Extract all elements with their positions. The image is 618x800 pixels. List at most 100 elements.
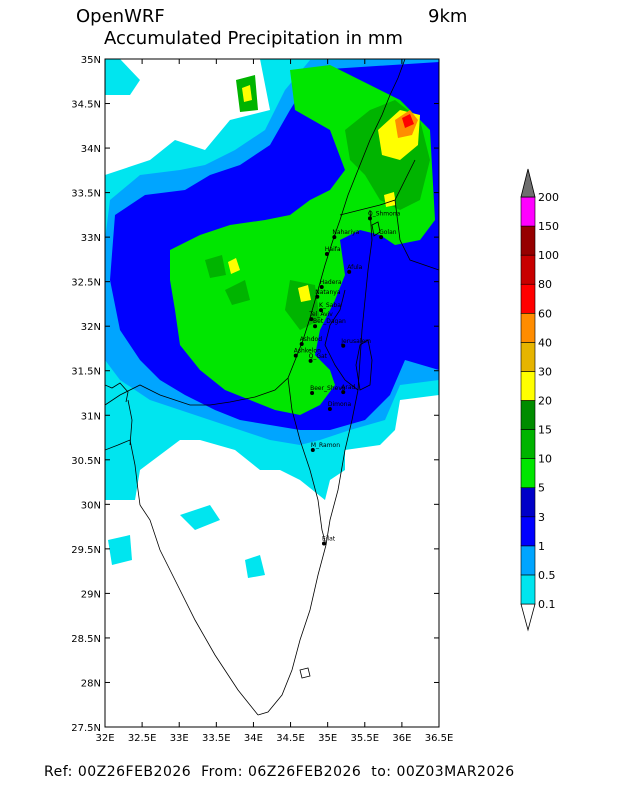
city-dot <box>315 294 320 299</box>
border-egypt-israel <box>287 377 327 546</box>
colorbar-swatch <box>520 429 536 459</box>
city-label: Nahariya <box>332 229 359 236</box>
colorbar-label: 100 <box>538 249 559 262</box>
colorbar-label: 30 <box>538 365 552 378</box>
map-frame <box>104 58 440 728</box>
lon-tick-label: 33.5E <box>202 733 231 744</box>
colorbar-label: 20 <box>538 395 552 408</box>
west-bank-border <box>324 289 359 391</box>
colorbar-label: 1 <box>538 540 545 553</box>
colorbar-swatch <box>520 342 536 372</box>
city-dot <box>313 324 318 329</box>
sinai-coast <box>257 544 327 716</box>
gulf-of-suez <box>139 504 259 716</box>
gulf-of-suez-head <box>127 399 133 446</box>
colorbar-label: 60 <box>538 307 552 320</box>
precip-zone-20-c <box>298 285 311 302</box>
city-label: Afula <box>347 264 362 271</box>
model-title: OpenWRF <box>76 6 165 27</box>
city-label: Arad <box>341 384 355 391</box>
syria-border <box>394 199 439 271</box>
precip-zone-20-b <box>228 258 240 274</box>
city-label: Hadera <box>320 279 342 286</box>
city-label: Beer_Sheva <box>310 385 346 392</box>
colorbar-label: 80 <box>538 278 552 291</box>
city-dot <box>379 235 384 240</box>
lon-tick-label: 35E <box>318 733 337 744</box>
lat-tick-label: 31N <box>81 411 101 422</box>
lat-tick-label: 27.5N <box>71 723 101 734</box>
city-label: Natanya <box>315 289 341 296</box>
precip-zone-0.1-b <box>105 59 140 95</box>
precip-zone-60 <box>402 114 414 128</box>
precip-zone-10-d <box>205 255 226 278</box>
variable-title: Accumulated Precipitation in mm <box>104 28 403 49</box>
colorbar-swatch <box>520 312 536 343</box>
lat-tick-label: 28N <box>81 678 101 689</box>
footer: Ref: 00Z26FEB2026 From: 06Z26FEB2026 to:… <box>44 764 515 780</box>
city-dot <box>332 235 337 240</box>
city-dot <box>367 216 372 221</box>
colorbar-label: 200 <box>538 191 559 204</box>
city-dot <box>327 407 332 412</box>
lebanon-border <box>339 159 416 216</box>
colorbar-swatch <box>520 458 536 489</box>
lat-tick-label: 34.5N <box>71 100 101 111</box>
colorbar-swatch <box>520 196 536 227</box>
ref-label: Ref: <box>44 764 73 780</box>
city-label: Jerusalem <box>340 338 371 345</box>
tiran-islands <box>299 667 311 679</box>
colorbar-swatch <box>520 400 536 430</box>
city-label: Q_Gat <box>309 353 328 360</box>
city-dot <box>347 269 352 274</box>
colorbar-label: 10 <box>538 453 552 466</box>
lon-tick-label: 36E <box>392 733 411 744</box>
egypt-coast <box>105 439 141 506</box>
colorbar-swatch <box>520 254 536 285</box>
city-label: Bet_Dagan <box>313 318 346 325</box>
lat-tick-label: 34N <box>81 144 101 155</box>
lon-tick-label: 36.5E <box>425 733 454 744</box>
precip-zone-0.1-d <box>108 535 132 565</box>
city-dot <box>318 308 323 313</box>
from-time: 06Z26FEB2026 <box>247 764 362 780</box>
colorbar-swatch <box>520 225 536 256</box>
map-outlines <box>105 59 439 716</box>
city-label: Ashkelon <box>294 348 321 355</box>
city-label: Q_Shmona <box>368 210 401 217</box>
lat-tick-label: 31.5N <box>71 367 101 378</box>
axis-ticks: 32E 32.5E 33E 33.5E 34E 34.5E 35E 35.5E 36E 36.5E… <box>71 55 453 744</box>
colorbar-label: 5 <box>538 482 545 495</box>
colorbar-label: 15 <box>538 424 552 437</box>
lon-tick-label: 34.5E <box>276 733 305 744</box>
city-dot <box>341 390 346 395</box>
colorbar-swatch <box>520 516 536 547</box>
city-dot <box>310 391 315 395</box>
precip-field <box>105 59 439 727</box>
coastline <box>105 59 406 406</box>
precip-zone-20-d <box>242 85 252 102</box>
colorbar-swatch <box>520 574 536 605</box>
colorbar-below-triangle <box>520 603 536 632</box>
city-label: Haifa <box>325 246 341 253</box>
from-label: From: <box>201 764 243 780</box>
colorbar-swatch <box>520 283 536 314</box>
resolution-label: 9km <box>428 6 468 27</box>
lat-tick-label: 35N <box>81 55 101 66</box>
precip-zone-0.1-e <box>245 555 265 578</box>
lon-tick-label: 32E <box>95 733 114 744</box>
precip-zone-10-b <box>225 280 250 305</box>
city-label: M_Ramon <box>311 442 340 449</box>
city-label: Tel_Aviv <box>308 311 333 318</box>
colorbar-label: 0.1 <box>538 598 556 611</box>
lat-tick-label: 29N <box>81 589 101 600</box>
colorbar-swatch <box>520 487 536 518</box>
arava-border <box>325 389 359 546</box>
lat-tick-label: 32.5N <box>71 278 101 289</box>
city-markers: Q_Shmona Golan Nahariya Haifa Afula Hadera Nat… <box>293 210 401 546</box>
city-dot <box>319 285 324 290</box>
city-dot <box>341 343 346 348</box>
lon-tick-label: 34E <box>244 733 263 744</box>
colorbar-label: 3 <box>538 511 545 524</box>
lat-tick-label: 32N <box>81 322 101 333</box>
